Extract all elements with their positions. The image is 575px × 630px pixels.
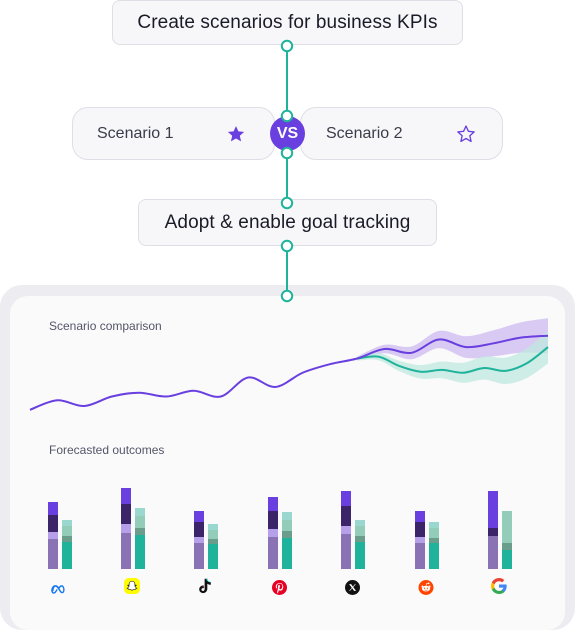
x-bar-a-segment [341,490,351,507]
tiktok-bar-a-segment [194,536,204,543]
snapchat-bar-a-segment [121,524,131,533]
pinterest-icon [271,579,287,595]
goal-tracking-label: Adopt & enable goal tracking [164,211,411,233]
tiktok-bar-b-segment [208,524,218,530]
reddit-bar-a-segment [415,510,425,523]
scenario-comparison-title: Scenario comparison [49,319,162,333]
scenario-2-label: Scenario 2 [326,124,403,142]
x-bar-a-segment [341,533,351,569]
snapchat-bar-a-segment [121,532,131,569]
google-bar-b-segment [502,543,512,551]
reddit-bar-b-segment [429,537,439,544]
tiktok-bar-b-segment [208,538,218,545]
x-bar-b-segment [355,535,365,542]
reddit-icon [418,579,434,595]
star-outline-icon[interactable] [456,124,476,144]
star-filled-icon[interactable] [226,124,246,144]
reddit-bar-b-segment [429,543,439,569]
scenario-1-confidence-band [357,318,548,361]
pinterest-bar-b-segment [282,512,292,520]
x-bar-b-segment [355,541,365,569]
reddit-bar-b-segment [429,522,439,529]
create-scenarios-card: Create scenarios for business KPIs [112,0,463,45]
pinterest-bar-a-segment [268,536,278,569]
meta-bar-a-segment [48,531,58,539]
google-bar-a-segment [488,528,498,537]
scenario-2-series-line [357,346,549,374]
snapchat-bar-b-segment [135,535,145,569]
x-bar-b-segment [355,519,365,526]
snapchat-bar-a-segment [121,504,131,525]
tiktok-bar-b-segment [208,544,218,569]
meta-icon [51,581,67,597]
snapchat-bar-b-segment [135,527,145,536]
create-scenarios-label: Create scenarios for business KPIs [137,11,438,33]
snapchat-bar-a-segment [121,488,131,505]
pinterest-bar-b-segment [282,531,292,538]
pinterest-bar-a-segment [268,497,278,512]
x-icon [344,579,360,595]
tiktok-bar-a-segment [194,510,204,523]
forecasted-outcomes-title: Forecasted outcomes [49,443,165,457]
reddit-bar-a-segment [415,536,425,543]
reddit-bar-a-segment [415,542,425,569]
vs-badge: VS [270,116,305,151]
google-bar-b-segment [502,550,512,569]
scenario-2-card[interactable]: Scenario 2 [300,107,503,160]
pinterest-bar-a-segment [268,529,278,537]
tiktok-bar-a-segment [194,542,204,569]
snapchat-bar-b-segment [135,507,145,516]
snapchat-icon [124,578,140,594]
meta-bar-b-segment [62,535,72,542]
meta-bar-b-segment [62,541,72,569]
google-bar-a-segment [488,536,498,569]
google-icon [491,578,507,594]
google-bar-b-segment [502,510,512,544]
meta-bar-b-segment [62,525,72,536]
reddit-bar-b-segment [429,528,439,538]
tiktok-bar-b-segment [208,529,218,539]
x-bar-b-segment [355,525,365,536]
meta-bar-b-segment [62,519,72,526]
scenario-1-label: Scenario 1 [97,124,174,142]
vs-label: VS [276,124,299,142]
meta-bar-a-segment [48,501,58,515]
pinterest-bar-b-segment [282,519,292,531]
scenario-1-series-line [29,334,549,411]
x-bar-a-segment [341,525,351,534]
x-bar-a-segment [341,506,351,526]
pinterest-bar-b-segment [282,537,292,569]
reddit-bar-a-segment [415,522,425,537]
meta-bar-a-segment [48,515,58,532]
pinterest-bar-a-segment [268,511,278,530]
google-bar-a-segment [488,490,498,529]
meta-bar-a-segment [48,538,58,569]
snapchat-bar-b-segment [135,515,145,528]
tiktok-bar-a-segment [194,522,204,537]
tiktok-icon [197,577,213,594]
